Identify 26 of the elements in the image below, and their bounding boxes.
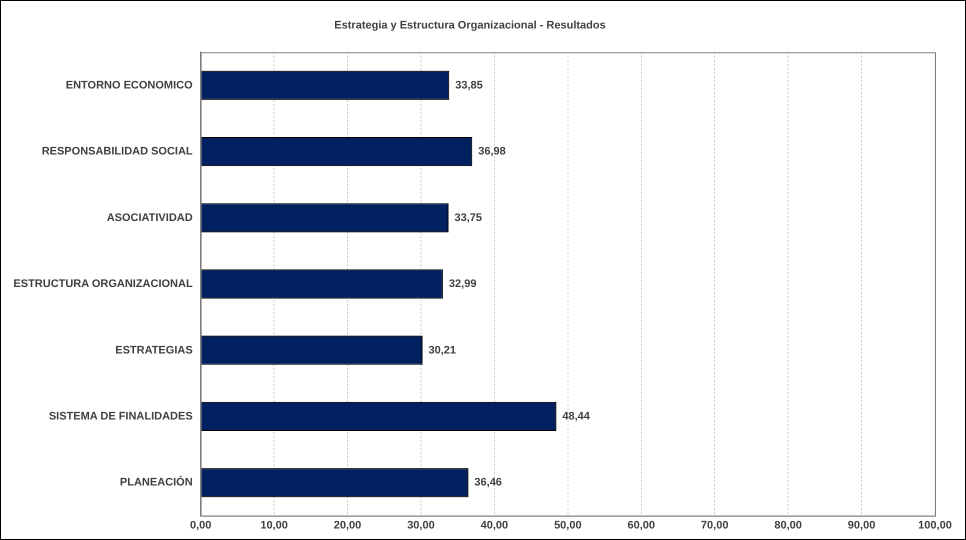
- data-label: 32,99: [448, 278, 476, 290]
- y-tick-label: RESPONSABILIDAD SOCIAL: [42, 146, 193, 158]
- x-tick-label: 70,00: [700, 519, 728, 532]
- x-tick-label: 100,00: [918, 519, 952, 532]
- x-tick-label: 10,00: [260, 519, 288, 532]
- y-tick-label: PLANEACIÓN: [120, 476, 193, 489]
- y-tick-label: ESTRUCTURA ORGANIZACIONAL: [13, 278, 193, 290]
- y-tick-label: ESTRATEGIAS: [115, 344, 193, 356]
- chart-title: Estrategia y Estructura Organizacional - Resultados: [334, 20, 606, 32]
- x-tick-label: 90,00: [848, 519, 876, 532]
- x-tick-label: 20,00: [334, 519, 362, 532]
- x-tick-label: 40,00: [480, 519, 508, 532]
- x-tick-label: 60,00: [627, 519, 656, 532]
- data-label: 48,44: [562, 410, 591, 422]
- y-tick-label: ASOCIATIVIDAD: [106, 212, 193, 224]
- data-label: 33,75: [454, 212, 482, 224]
- x-tick-label: 80,00: [774, 519, 802, 532]
- y-tick-label: ENTORNO ECONOMICO: [66, 79, 194, 92]
- x-tick-label: 50,00: [554, 519, 582, 532]
- x-tick-label: 30,00: [407, 519, 435, 532]
- x-tick-label: 0,00: [190, 519, 212, 532]
- y-tick-label: SISTEMA DE FINALIDADES: [48, 410, 193, 422]
- data-label: 36,98: [478, 146, 506, 158]
- data-label: 33,85: [455, 79, 483, 92]
- data-label: 36,46: [474, 476, 502, 489]
- data-label: 30,21: [428, 344, 456, 356]
